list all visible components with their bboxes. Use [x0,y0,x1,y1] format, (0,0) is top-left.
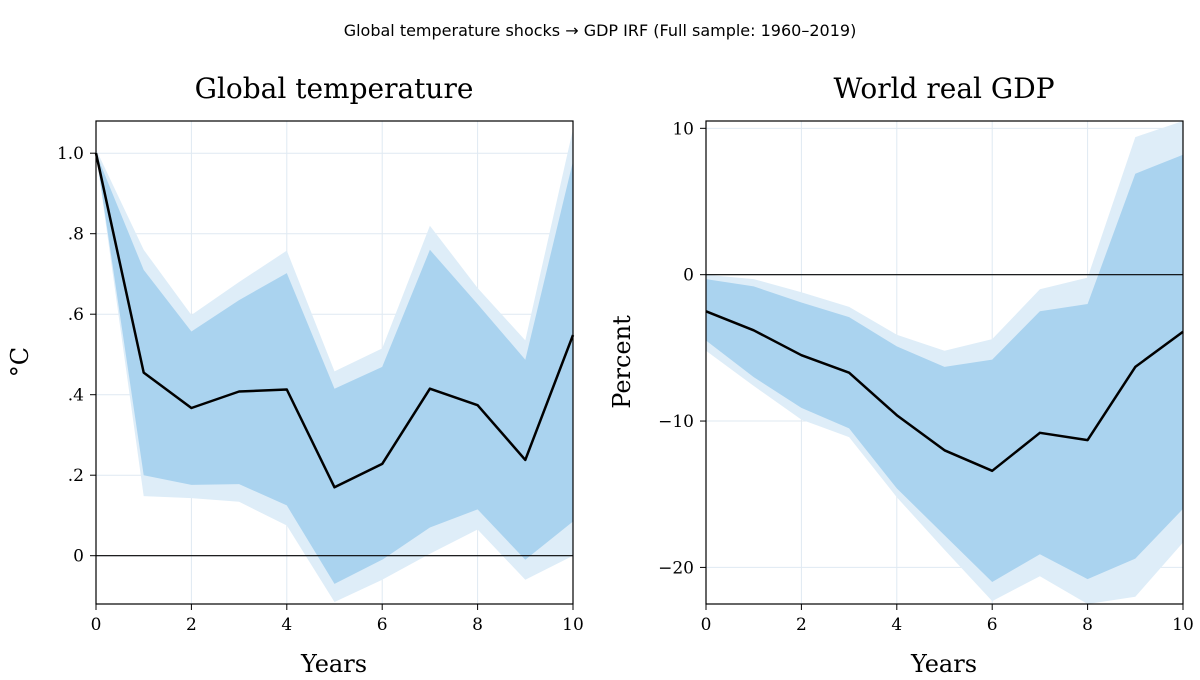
irf-line [705,310,1184,473]
inner-confidence-band [96,153,573,584]
y-tick-label: 10 [672,119,694,139]
x-tick-label: 8 [1082,615,1093,635]
x-tick-label: 10 [562,615,584,635]
panel-global-temperature: Global temperature 0 2 4 6 8 10 0 .2 .4 .6 .8 1.0 Y… [6,72,584,678]
y-axis-label: °C [6,347,34,377]
irf-line [94,152,575,489]
confidence-bands [96,129,573,602]
x-tick-label: 6 [377,615,388,635]
y-tick-label: −20 [658,558,694,578]
y-axis-label: Percent [608,315,636,409]
x-axis-label: Years [300,650,367,678]
y-tick-label: 1.0 [57,144,84,164]
panel-world-real-gdp: World real GDP 0 2 4 6 8 10 −20 −10 0 10 Years Pe… [608,72,1194,678]
y-tick-label: 0 [683,266,694,286]
x-tick-label: 0 [701,615,712,635]
x-tick-label: 2 [796,615,807,635]
y-tick-label: 0 [73,547,84,567]
x-tick-label: 4 [281,615,292,635]
irf-series-line [94,152,575,489]
confidence-bands [706,121,1183,604]
panel-title: World real GDP [833,72,1054,105]
x-tick-label: 8 [472,615,483,635]
y-tick-label: .6 [68,305,84,325]
panel-title: Global temperature [195,72,474,105]
x-tick-label: 4 [891,615,902,635]
x-tick-label: 0 [91,615,102,635]
y-tick-label: .8 [68,225,84,245]
inner-confidence-band [706,154,1183,582]
x-axis-label: Years [910,650,977,678]
axes-frame [705,120,1184,605]
figure-suptitle: Global temperature shocks → GDP IRF (Ful… [344,21,857,40]
axes-frame [95,120,574,605]
x-tick-label: 2 [186,615,197,635]
y-tick-label: −10 [658,412,694,432]
irf-series-line [705,310,1184,473]
y-tick-label: .2 [68,466,84,486]
y-tick-label: .4 [68,386,84,406]
ticks: 0 2 4 6 8 10 −20 −10 0 10 [658,119,1194,635]
x-tick-label: 10 [1172,615,1194,635]
ticks: 0 2 4 6 8 10 0 .2 .4 .6 .8 1.0 [57,144,584,635]
x-tick-label: 6 [987,615,998,635]
